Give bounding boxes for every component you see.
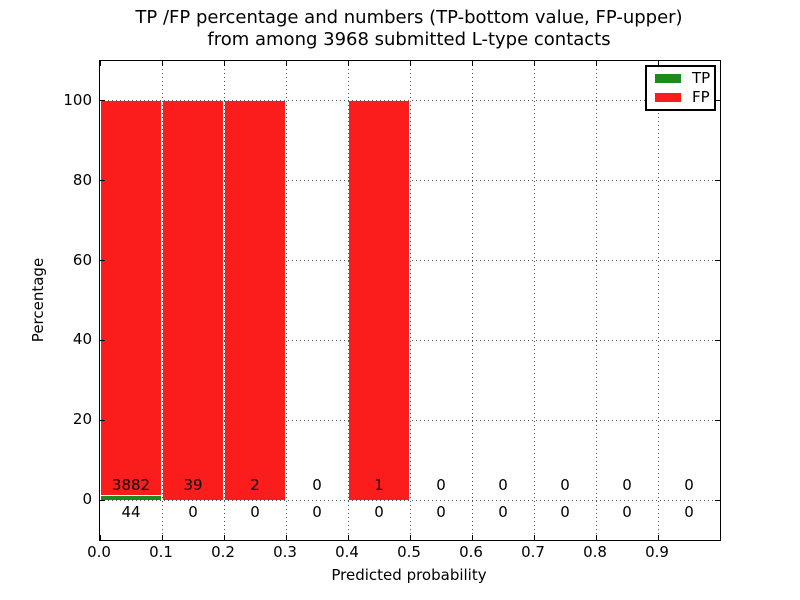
x-axis-label: Predicted probability — [331, 566, 487, 584]
v-gridline — [657, 61, 659, 540]
y-tick-label: 80 — [72, 170, 92, 189]
x-tick-mark — [347, 535, 349, 540]
y-tick-mark — [715, 499, 720, 501]
y-tick-label: 60 — [72, 250, 92, 269]
fp-bar — [163, 100, 223, 501]
x-tick-label: 0.3 — [273, 543, 297, 561]
v-gridline — [285, 61, 287, 540]
legend-label-tp: TP — [692, 69, 711, 87]
legend-label-fp: FP — [692, 88, 710, 106]
tp-bar — [101, 495, 161, 501]
y-tick-mark — [715, 339, 720, 341]
x-tick-mark — [285, 535, 287, 540]
y-tick-mark — [715, 260, 720, 262]
x-tick-mark — [471, 61, 473, 66]
v-gridline — [471, 61, 473, 540]
chart-title-line1: TP /FP percentage and numbers (TP-bottom… — [135, 7, 683, 28]
x-tick-label: 0.7 — [521, 543, 545, 561]
fp-count-label: 0 — [436, 476, 446, 494]
x-tick-mark — [223, 535, 225, 540]
fp-count-label: 0 — [498, 476, 508, 494]
fp-bar — [101, 100, 161, 495]
y-tick-mark — [715, 419, 720, 421]
tp-swatch-icon — [655, 74, 681, 83]
y-axis-label: Percentage — [29, 257, 47, 343]
tp-count-label: 0 — [498, 503, 508, 521]
x-tick-mark — [161, 61, 163, 66]
v-gridline — [533, 61, 535, 540]
x-tick-label: 0.2 — [211, 543, 235, 561]
fp-count-label: 1 — [374, 476, 384, 494]
x-tick-label: 0.4 — [335, 543, 359, 561]
fp-count-label: 0 — [560, 476, 570, 494]
tp-count-label: 0 — [622, 503, 632, 521]
x-tick-mark — [595, 535, 597, 540]
tp-count-label: 0 — [684, 503, 694, 521]
x-tick-mark — [533, 61, 535, 66]
legend: TP FP — [645, 65, 716, 111]
x-tick-mark — [595, 61, 597, 66]
x-tick-mark — [99, 535, 101, 540]
tp-count-label: 0 — [188, 503, 198, 521]
tp-count-label: 0 — [312, 503, 322, 521]
y-tick-label: 40 — [72, 330, 92, 349]
y-tick-mark — [715, 100, 720, 102]
x-tick-label: 0.1 — [149, 543, 173, 561]
x-tick-mark — [657, 61, 659, 66]
fp-count-label: 3882 — [111, 476, 151, 494]
x-tick-label: 0.5 — [397, 543, 421, 561]
x-tick-mark — [161, 535, 163, 540]
x-tick-mark — [657, 535, 659, 540]
tp-count-label: 0 — [374, 503, 384, 521]
x-tick-mark — [409, 61, 411, 66]
y-tick-mark — [100, 260, 105, 262]
x-tick-mark — [223, 61, 225, 66]
y-tick-label: 0 — [82, 490, 92, 509]
x-tick-label: 0.9 — [645, 543, 669, 561]
x-tick-mark — [409, 535, 411, 540]
y-tick-mark — [100, 180, 105, 182]
fp-count-label: 0 — [622, 476, 632, 494]
v-gridline — [347, 61, 349, 540]
x-tick-mark — [347, 61, 349, 66]
x-tick-label: 0.8 — [583, 543, 607, 561]
y-tick-mark — [715, 180, 720, 182]
y-tick-label: 100 — [63, 90, 92, 109]
y-tick-label: 20 — [72, 410, 92, 429]
fp-count-label: 39 — [183, 476, 203, 494]
chart-title-line2: from among 3968 submitted L-type contact… — [207, 29, 611, 50]
y-tick-mark — [100, 339, 105, 341]
v-gridline — [595, 61, 597, 540]
bar-edge — [101, 494, 161, 496]
fp-bar — [225, 100, 285, 501]
fp-swatch-icon — [655, 93, 681, 102]
fp-count-label: 2 — [250, 476, 260, 494]
v-gridline — [409, 61, 411, 540]
y-tick-mark — [100, 499, 105, 501]
plot-area: 3882 44 39 0 2 0 0 0 1 0 0 0 0 0 0 0 0 0 0 0 — [99, 60, 721, 541]
y-tick-mark — [100, 419, 105, 421]
x-tick-mark — [471, 535, 473, 540]
legend-entry-fp: FP — [655, 90, 714, 105]
x-tick-mark — [99, 61, 101, 66]
x-tick-mark — [533, 535, 535, 540]
tp-count-label: 44 — [121, 503, 141, 521]
legend-entry-tp: TP — [655, 71, 714, 86]
fp-bar — [349, 100, 409, 501]
tp-count-label: 0 — [250, 503, 260, 521]
x-tick-mark — [285, 61, 287, 66]
fp-count-label: 0 — [312, 476, 322, 494]
x-tick-label: 0.6 — [459, 543, 483, 561]
v-gridline — [161, 61, 163, 540]
y-tick-mark — [100, 100, 105, 102]
tp-count-label: 0 — [436, 503, 446, 521]
fp-count-label: 0 — [684, 476, 694, 494]
x-tick-label: 0.0 — [87, 543, 111, 561]
tp-count-label: 0 — [560, 503, 570, 521]
chart-title: TP /FP percentage and numbers (TP-bottom… — [99, 7, 719, 51]
v-gridline — [223, 61, 225, 540]
